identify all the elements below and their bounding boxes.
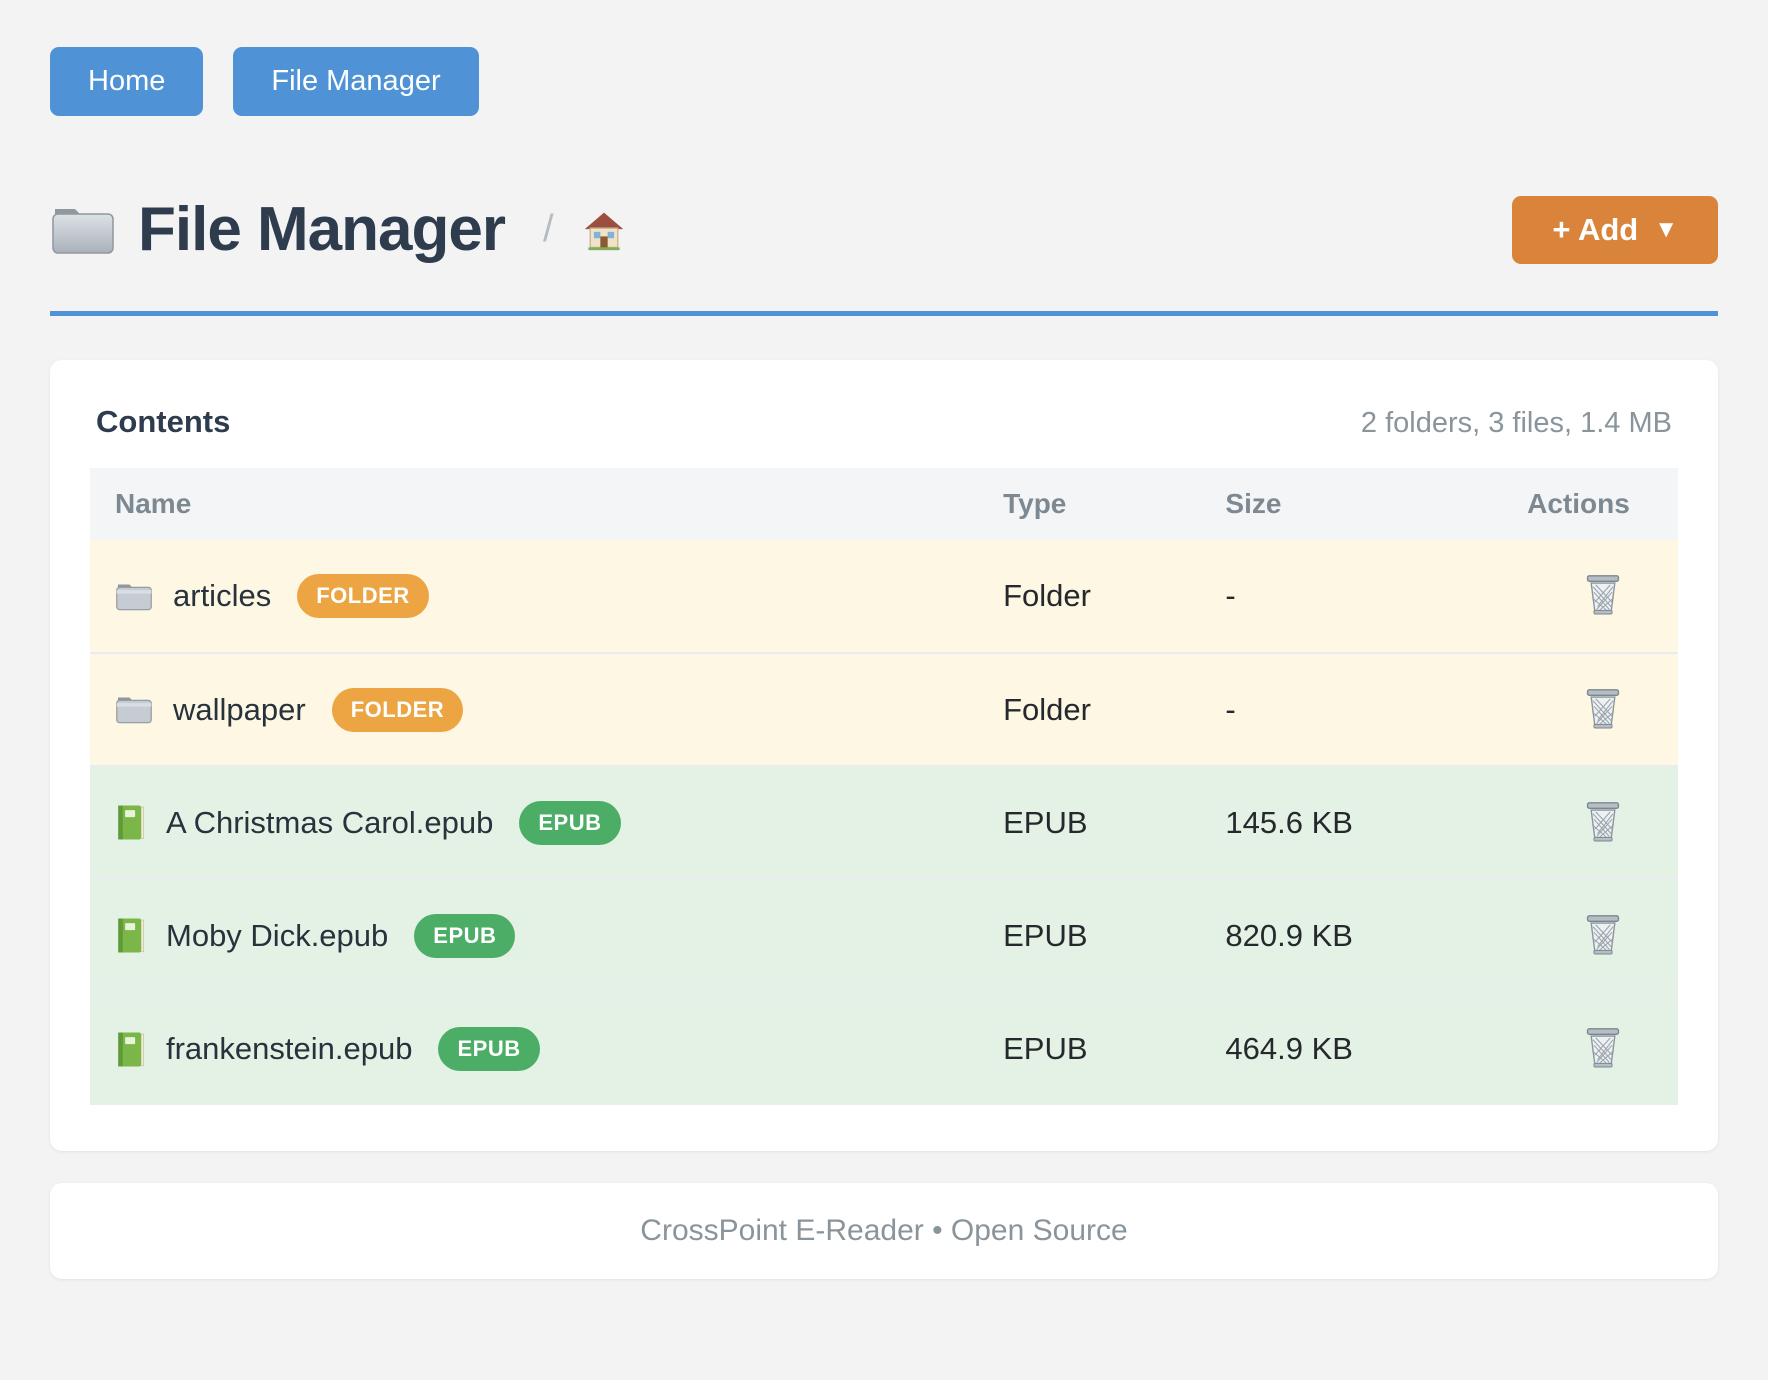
type-badge: FOLDER xyxy=(331,687,464,732)
table-row[interactable]: frankenstein.epub EPUB EPUB 464.9 KB xyxy=(90,992,1678,1105)
house-icon[interactable] xyxy=(582,209,626,251)
file-name-link[interactable]: frankenstein.epub xyxy=(166,1031,413,1066)
title-divider xyxy=(50,311,1718,316)
size-cell: - xyxy=(1225,578,1236,613)
type-cell: EPUB xyxy=(1003,1031,1088,1066)
chevron-down-icon: ▼ xyxy=(1654,215,1678,243)
card-title: Contents xyxy=(96,404,231,439)
table-row[interactable]: A Christmas Carol.epub EPUB EPUB 145.6 K… xyxy=(90,766,1678,879)
delete-button[interactable] xyxy=(1579,908,1627,960)
trash-icon xyxy=(1583,572,1623,616)
table-row[interactable]: Moby Dick.epub EPUB EPUB 820.9 KB xyxy=(90,879,1678,992)
breadcrumb-separator: / xyxy=(543,208,554,250)
delete-button[interactable] xyxy=(1579,1021,1627,1073)
column-header-type: Type xyxy=(1003,468,1226,540)
trash-icon xyxy=(1583,912,1623,956)
type-badge: EPUB xyxy=(438,1027,540,1071)
column-header-name: Name xyxy=(90,468,1004,540)
file-name-link[interactable]: articles xyxy=(173,578,272,613)
contents-summary: 2 folders, 3 files, 1.4 MB xyxy=(1360,407,1672,439)
type-cell: Folder xyxy=(1003,578,1091,613)
type-cell: EPUB xyxy=(1003,917,1088,953)
table-row[interactable]: wallpaper FOLDER Folder - xyxy=(90,653,1678,766)
file-name-link[interactable]: Moby Dick.epub xyxy=(166,917,389,953)
table-row[interactable]: articles FOLDER Folder - xyxy=(90,540,1678,653)
trash-icon xyxy=(1583,1025,1623,1069)
file-manager-button[interactable]: File Manager xyxy=(233,47,479,116)
home-button[interactable]: Home xyxy=(50,47,204,116)
footer: CrossPoint E-Reader • Open Source xyxy=(50,1183,1718,1279)
folder-icon xyxy=(50,203,116,257)
contents-card: Contents 2 folders, 3 files, 1.4 MB Name… xyxy=(50,360,1718,1151)
trash-icon xyxy=(1583,686,1623,730)
add-button-label: + Add xyxy=(1552,211,1639,247)
delete-button[interactable] xyxy=(1579,795,1627,847)
type-badge: EPUB xyxy=(414,913,516,958)
delete-button[interactable] xyxy=(1579,568,1627,620)
column-header-size: Size xyxy=(1225,468,1528,540)
column-header-actions: Actions xyxy=(1527,468,1678,540)
file-table: Name Type Size Actions articles FOLDER F… xyxy=(90,468,1678,1105)
table-header-row: Name Type Size Actions xyxy=(90,468,1678,540)
trash-icon xyxy=(1583,799,1623,843)
book-icon xyxy=(115,804,146,841)
size-cell: 145.6 KB xyxy=(1225,804,1353,840)
file-name-link[interactable]: A Christmas Carol.epub xyxy=(166,804,494,840)
folder-icon xyxy=(115,694,153,725)
size-cell: 464.9 KB xyxy=(1225,1031,1353,1066)
book-icon xyxy=(115,917,146,954)
page: Home File Manager File Manager / xyxy=(50,47,1718,1279)
file-name-link[interactable]: wallpaper xyxy=(173,691,306,727)
folder-icon xyxy=(115,581,153,612)
top-nav: Home File Manager xyxy=(50,47,1718,116)
type-badge: EPUB xyxy=(519,800,621,845)
size-cell: 820.9 KB xyxy=(1225,917,1353,953)
type-cell: Folder xyxy=(1003,691,1091,727)
type-cell: EPUB xyxy=(1003,804,1088,840)
page-title: File Manager xyxy=(138,195,506,264)
page-header: File Manager / + Add ▼ xyxy=(50,194,1718,265)
delete-button[interactable] xyxy=(1579,682,1627,734)
type-badge: FOLDER xyxy=(297,574,429,618)
add-button[interactable]: + Add ▼ xyxy=(1512,195,1718,264)
table-body: articles FOLDER Folder - wallpaper FOLDE… xyxy=(90,540,1678,1105)
footer-text: CrossPoint E-Reader • Open Source xyxy=(640,1214,1128,1247)
size-cell: - xyxy=(1225,691,1236,727)
book-icon xyxy=(115,1031,146,1068)
